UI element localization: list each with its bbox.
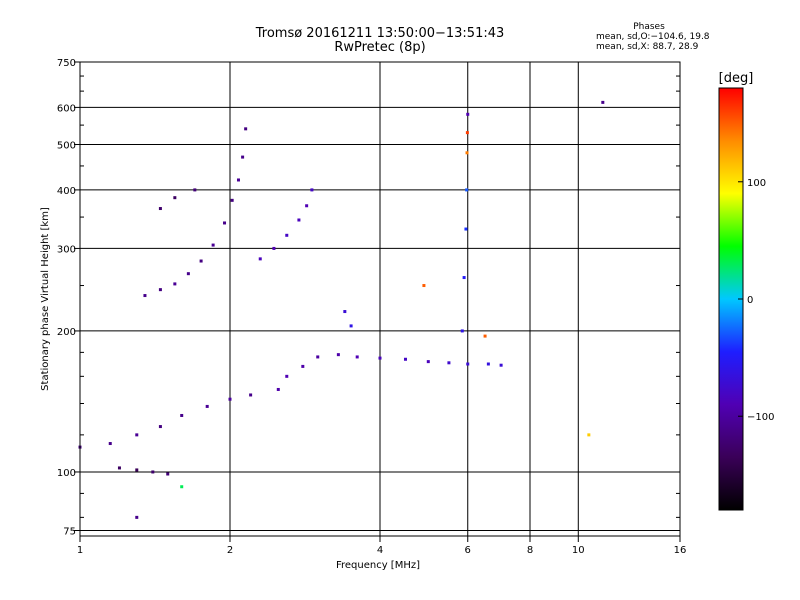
colorbar-tick-label: 100 (747, 178, 766, 189)
echo-point (143, 294, 147, 298)
colorbar: 100 0 −100 (718, 87, 774, 511)
x-tick-label: 6 (465, 545, 471, 556)
y-tick-label: 600 (57, 103, 76, 114)
echo-point (465, 151, 469, 155)
echo-point (460, 329, 464, 333)
echo-point (285, 233, 289, 237)
echo-point (199, 259, 203, 263)
echo-point (117, 466, 121, 470)
chart-title: Tromsø 20161211 13:50:00−13:51:43 (255, 26, 505, 41)
echo-point (158, 207, 162, 211)
x-tick-label: 10 (572, 545, 585, 556)
echo-point (151, 470, 155, 474)
phase-statistics: Phases mean, sd,O:−104.6, 19.8 mean, sd,… (596, 22, 710, 52)
echo-point (108, 442, 112, 446)
echo-point (486, 362, 490, 366)
echo-point (193, 188, 197, 192)
phase-o-stats: mean, sd,O:−104.6, 19.8 (596, 32, 710, 42)
echo-point (285, 374, 289, 378)
echo-point (166, 472, 170, 476)
echo-point (236, 178, 240, 182)
y-tick-label: 200 (57, 327, 76, 338)
y-tick-label: 400 (57, 186, 76, 197)
echo-point (465, 188, 469, 192)
y-tick-label: 100 (57, 468, 76, 479)
echo-point (276, 387, 280, 391)
echo-point (158, 288, 162, 292)
echo-point (205, 404, 209, 408)
echo-point (499, 363, 503, 367)
x-tick-label: 4 (377, 545, 383, 556)
echo-point (158, 425, 162, 429)
echo-point (343, 310, 347, 314)
x-tick-label: 16 (674, 545, 687, 556)
colorbar-label: [deg] (719, 71, 754, 86)
echo-point (272, 246, 276, 250)
grid-lines (80, 62, 680, 536)
echo-point (483, 334, 487, 338)
echo-point (316, 355, 320, 359)
echo-point (464, 227, 468, 231)
echo-point (173, 196, 177, 200)
echo-point (249, 393, 253, 397)
echo-point (378, 356, 382, 360)
echo-point (180, 413, 184, 417)
echo-point (465, 131, 469, 135)
y-tick-label: 75 (63, 527, 76, 538)
echo-point (223, 221, 227, 225)
echo-point (301, 364, 305, 368)
y-tick-label: 500 (57, 140, 76, 151)
echo-point (466, 362, 470, 366)
axes: 1 2 4 6 8 10 16 75 100 200 300 400 500 600 750 (57, 58, 686, 556)
y-tick-label: 750 (57, 58, 76, 69)
echo-point (336, 353, 340, 357)
echo-point (228, 397, 232, 401)
x-tick-label: 1 (77, 545, 83, 556)
echo-point (135, 468, 139, 472)
colorbar-tick-label: −100 (747, 412, 774, 423)
echo-point (180, 485, 184, 489)
echo-point (186, 272, 190, 276)
echo-point (305, 204, 309, 208)
echo-point (587, 433, 591, 437)
x-axis-label: Frequency [MHz] (336, 560, 420, 571)
echo-point (135, 433, 139, 437)
echo-points (78, 100, 605, 519)
x-tick-label: 2 (227, 545, 233, 556)
phase-heading: Phases (633, 22, 665, 32)
echo-point (173, 282, 177, 286)
echo-point (422, 284, 426, 288)
echo-point (244, 127, 248, 131)
echo-point (466, 112, 470, 116)
echo-point (403, 357, 407, 361)
echo-point (447, 361, 451, 365)
y-axis-label: Stationary phase Virtual Height [km] (40, 207, 51, 391)
y-tick-label: 300 (57, 244, 76, 255)
echo-point (462, 276, 466, 280)
echo-point (230, 198, 234, 202)
chart-subtitle: RwPretec (8p) (334, 40, 426, 55)
echo-point (241, 155, 245, 159)
echo-point (258, 257, 262, 261)
colorbar-tick-label: 0 (747, 295, 753, 306)
echo-point (426, 360, 430, 364)
echo-point (601, 100, 605, 104)
phase-x-stats: mean, sd,X: 88.7, 28.9 (596, 42, 699, 52)
echo-point (297, 218, 301, 222)
echo-point (349, 324, 353, 328)
echo-point (310, 188, 314, 192)
echo-point (135, 515, 139, 519)
echo-point (211, 243, 215, 247)
x-tick-label: 8 (527, 545, 533, 556)
echo-point (355, 355, 359, 359)
